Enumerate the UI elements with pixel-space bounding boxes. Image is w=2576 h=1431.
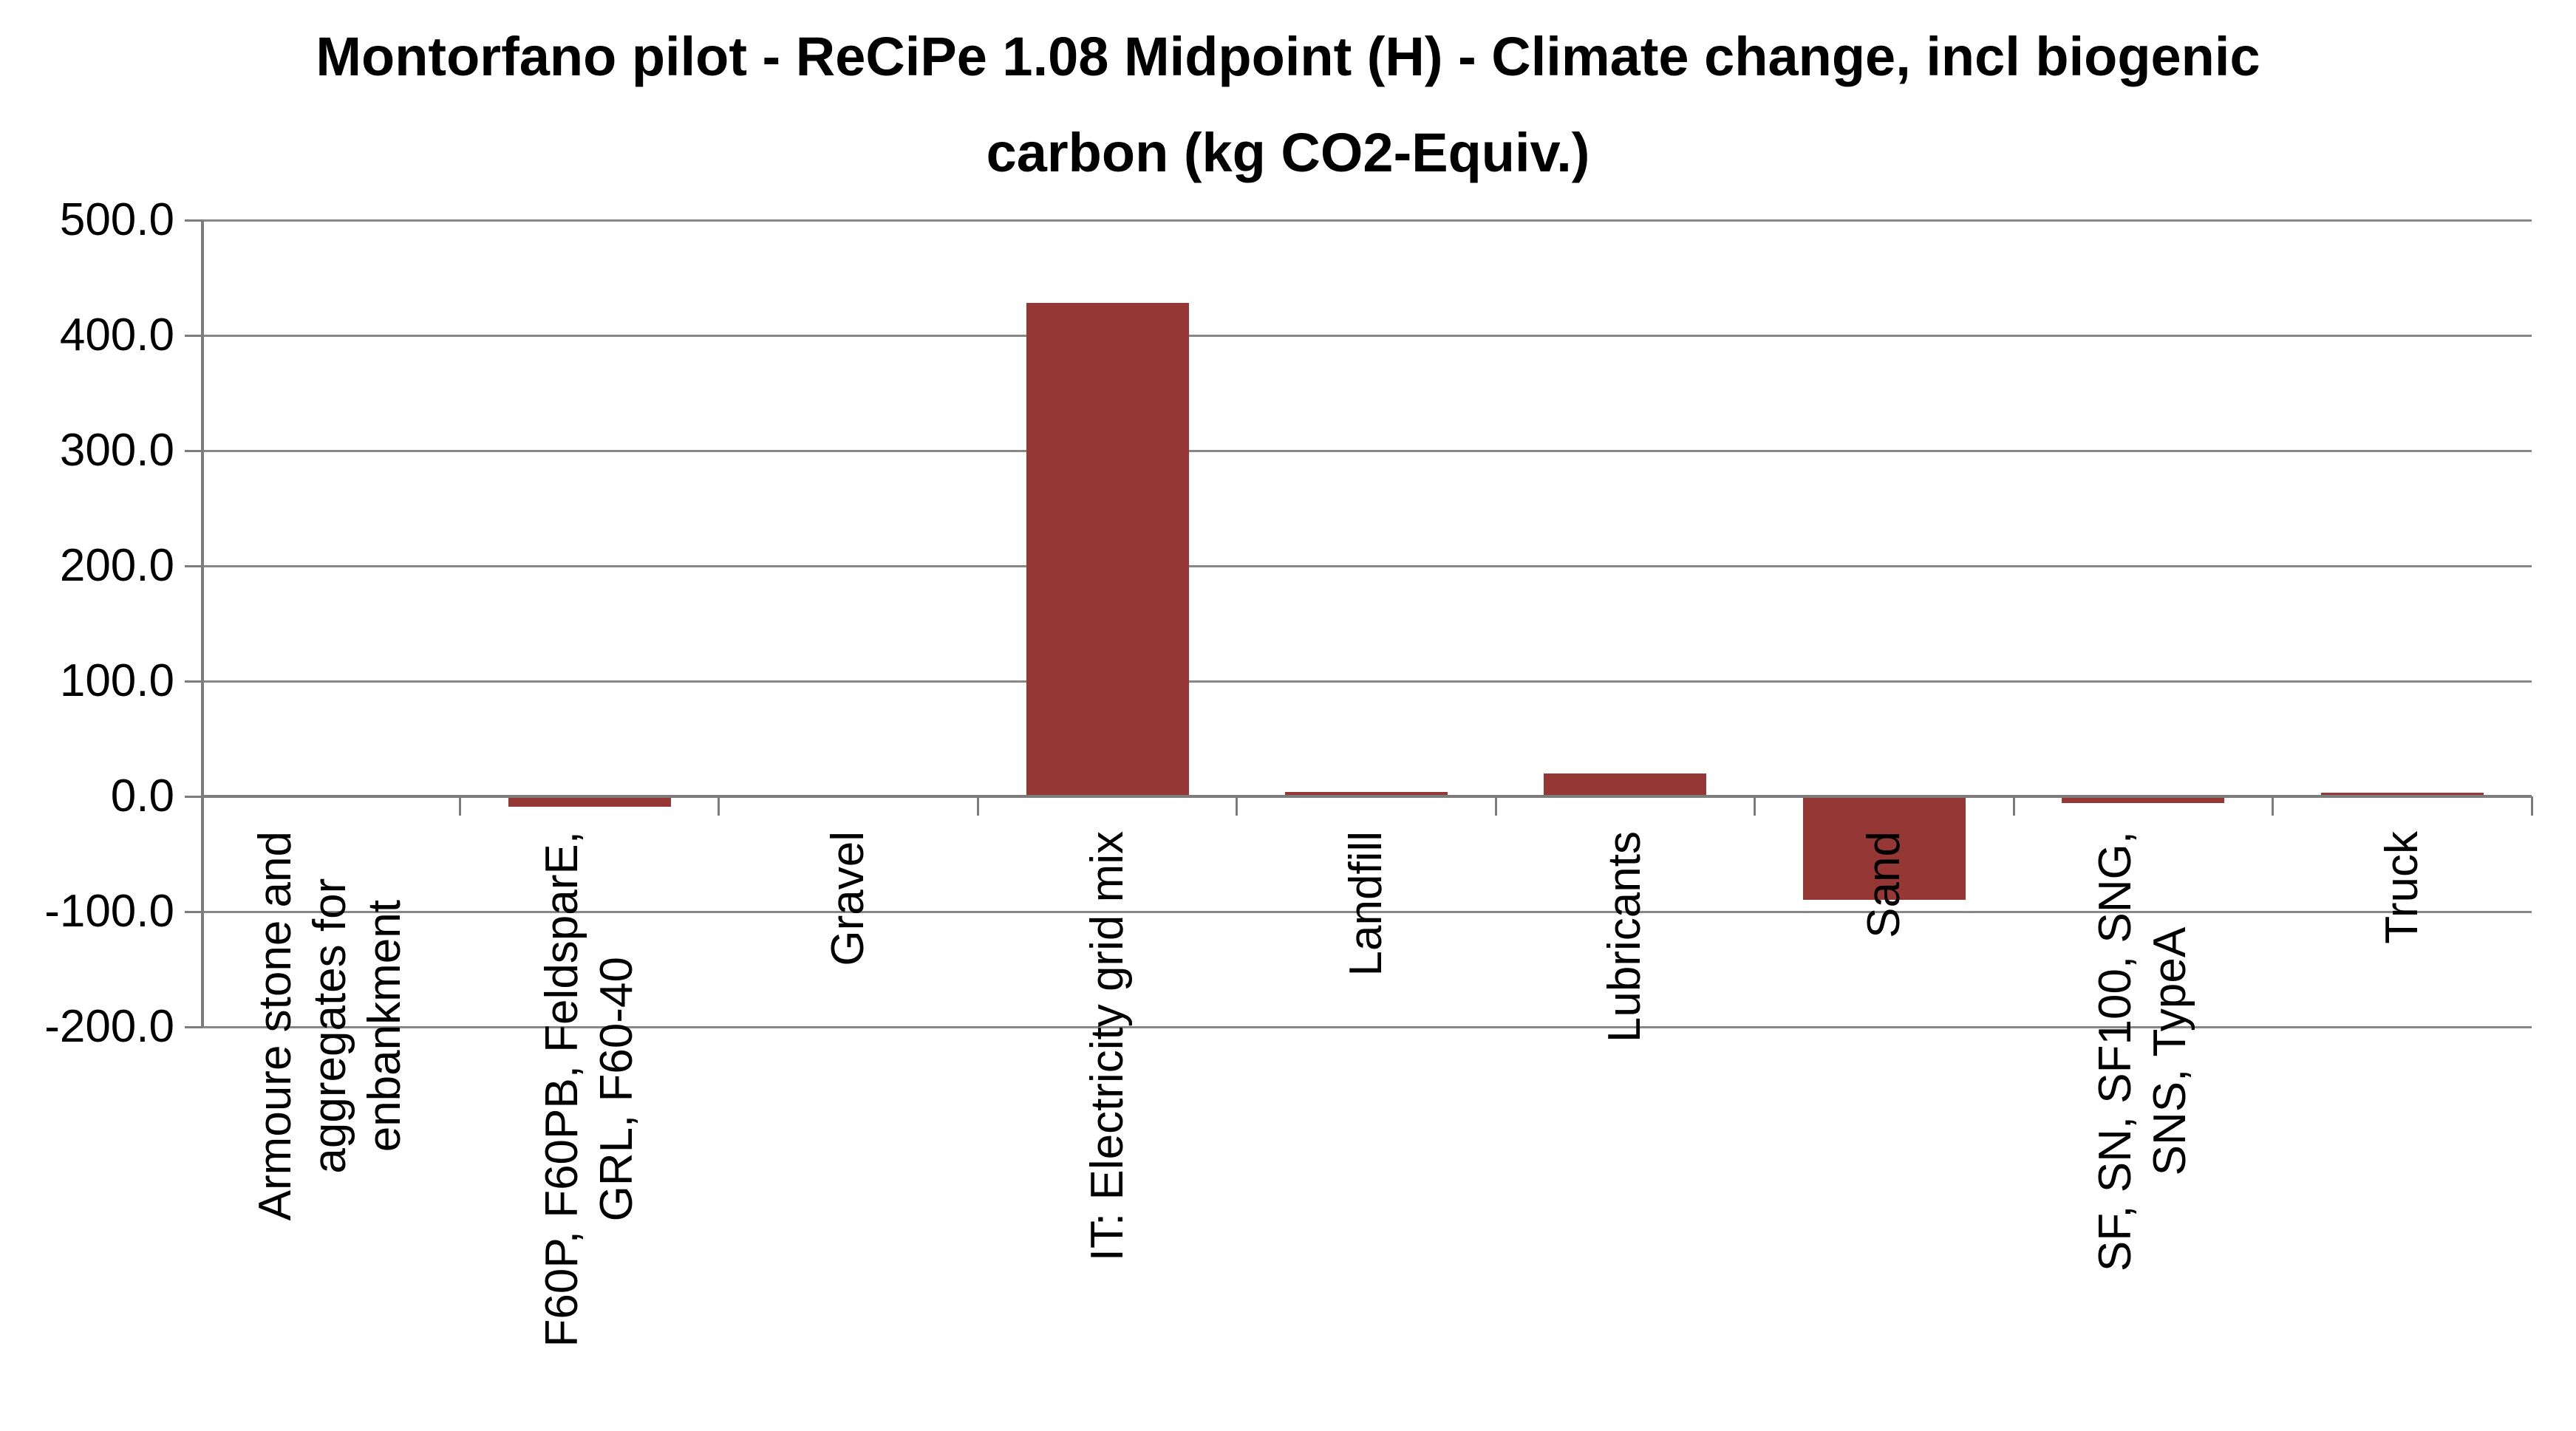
x-axis-tick <box>2012 796 2015 816</box>
category-label: IT: Electricity grid mix <box>1081 831 1133 1262</box>
chart-title: Montorfano pilot - ReCiPe 1.08 Midpoint … <box>0 9 2576 201</box>
x-axis-tick <box>1236 796 1238 816</box>
category-label: SF, SN, SF100, SNG, SNS, TypeA <box>2090 831 2196 1272</box>
y-tick-label: 500.0 <box>59 194 174 245</box>
y-tick-label: -100.0 <box>44 886 174 937</box>
x-axis-tick <box>718 796 720 816</box>
y-axis-tick <box>185 449 202 452</box>
category-label: F60P, F60PB, FeldsparE, GRL, F60-40 <box>536 831 642 1348</box>
y-tick-label: 200.0 <box>59 540 174 591</box>
y-tick-label: 100.0 <box>59 655 174 706</box>
category-label: Landfill <box>1340 831 1391 977</box>
y-tick-label: 0.0 <box>110 771 174 822</box>
x-axis-tick <box>1754 796 1756 816</box>
gridline <box>201 680 2532 683</box>
chart-title-line-1: Montorfano pilot - ReCiPe 1.08 Midpoint … <box>316 26 2260 87</box>
y-axis-tick <box>185 1025 202 1028</box>
y-axis-tick <box>185 219 202 222</box>
x-axis-tick <box>458 796 461 816</box>
x-axis-tick <box>2272 796 2275 816</box>
category-label: Lubricants <box>1599 831 1651 1043</box>
bar-it-electricity-grid-mix <box>1026 303 1189 796</box>
y-axis-tick <box>185 680 202 683</box>
x-axis-tick <box>976 796 979 816</box>
x-axis-line <box>201 795 2532 798</box>
y-tick-label: 300.0 <box>59 425 174 476</box>
y-axis-tick <box>185 334 202 337</box>
bar-sand <box>1802 796 1966 901</box>
category-label: Truck <box>2376 831 2427 944</box>
gridline <box>201 910 2532 913</box>
y-tick-label: 400.0 <box>59 310 174 361</box>
y-tick-label: -200.0 <box>44 1001 174 1052</box>
chart-title-line-2: carbon (kg CO2-Equiv.) <box>986 122 1590 183</box>
y-axis-tick <box>185 795 202 798</box>
bar-sf-sn-sf100-sng-sns-typea <box>2062 796 2225 804</box>
category-label: Armoure stone and aggregates for enbankm… <box>250 831 411 1221</box>
bar-truck <box>2320 793 2484 796</box>
x-axis-tick <box>1494 796 1497 816</box>
y-axis-line <box>201 220 204 1027</box>
y-axis-tick <box>185 910 202 913</box>
gridline <box>201 334 2532 337</box>
gridline <box>201 449 2532 452</box>
gridline <box>201 564 2532 567</box>
gridline <box>201 219 2532 222</box>
x-axis-tick <box>2530 796 2533 816</box>
y-axis-tick <box>185 564 202 567</box>
category-label: Sand <box>1858 831 1909 938</box>
gridline <box>201 1025 2532 1028</box>
category-label: Gravel <box>822 831 874 966</box>
bar-f60p-f60pb-feldspare-grl-f60-40 <box>508 796 671 807</box>
bar-lubricants <box>1544 773 1707 796</box>
bar-landfill <box>1285 791 1448 796</box>
